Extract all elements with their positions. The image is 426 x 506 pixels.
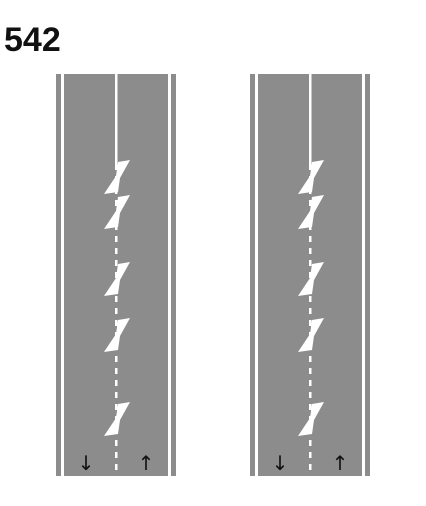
chevron-marking bbox=[104, 262, 130, 296]
center-line-solid bbox=[115, 74, 118, 170]
center-line-dash bbox=[115, 320, 118, 326]
center-line-dash bbox=[309, 404, 312, 410]
chevron-marking bbox=[298, 318, 324, 352]
edge-line-left bbox=[61, 74, 64, 476]
sign-number: 542 bbox=[4, 21, 61, 59]
chevron-marking bbox=[104, 195, 130, 229]
center-line-dash bbox=[115, 248, 118, 254]
center-line-dash bbox=[115, 356, 118, 362]
road-variant-left: ↓ ↑ bbox=[56, 74, 176, 476]
arrow-down-icon: ↓ bbox=[272, 451, 289, 475]
center-line-dash bbox=[115, 440, 118, 446]
center-line-dash bbox=[115, 236, 118, 242]
chevron-marking bbox=[298, 160, 324, 194]
center-line-dash bbox=[115, 296, 118, 302]
center-line-dash bbox=[115, 380, 118, 386]
center-line-solid bbox=[309, 74, 312, 170]
center-line-dash bbox=[115, 272, 118, 278]
arrow-up-icon: ↑ bbox=[332, 451, 349, 475]
center-line-dash bbox=[309, 272, 312, 278]
center-line-dash bbox=[309, 356, 312, 362]
center-line-dash bbox=[309, 236, 312, 242]
center-line-dash bbox=[115, 368, 118, 374]
arrow-up-icon: ↑ bbox=[138, 451, 155, 475]
chevron-marking bbox=[298, 402, 324, 436]
road-variant-right: ↓ ↑ bbox=[250, 74, 370, 476]
chevron-marking bbox=[104, 402, 130, 436]
center-line-dash bbox=[115, 392, 118, 398]
center-line-dash bbox=[309, 320, 312, 326]
center-line-dash bbox=[115, 200, 118, 206]
chevron-marking bbox=[298, 195, 324, 229]
center-line-dash bbox=[115, 404, 118, 410]
center-line-dash bbox=[309, 464, 312, 470]
center-line-dash bbox=[309, 440, 312, 446]
chevron-marking bbox=[104, 318, 130, 352]
center-line-dash bbox=[115, 452, 118, 458]
chevron-marking bbox=[104, 160, 130, 194]
edge-line-left bbox=[255, 74, 258, 476]
chevron-marking bbox=[298, 262, 324, 296]
center-line-dash bbox=[309, 308, 312, 314]
edge-line-right bbox=[362, 74, 365, 476]
center-line-dash bbox=[309, 296, 312, 302]
center-line-dash bbox=[115, 464, 118, 470]
center-line-dash bbox=[309, 260, 312, 266]
arrow-down-icon: ↓ bbox=[78, 451, 95, 475]
center-line-dash bbox=[309, 368, 312, 374]
center-line-dash bbox=[115, 308, 118, 314]
center-line-dash bbox=[309, 392, 312, 398]
center-line-dash bbox=[115, 260, 118, 266]
center-line-dash bbox=[309, 452, 312, 458]
center-line-dash bbox=[309, 248, 312, 254]
center-line-dash bbox=[309, 380, 312, 386]
center-line-dash bbox=[309, 200, 312, 206]
edge-line-right bbox=[168, 74, 171, 476]
